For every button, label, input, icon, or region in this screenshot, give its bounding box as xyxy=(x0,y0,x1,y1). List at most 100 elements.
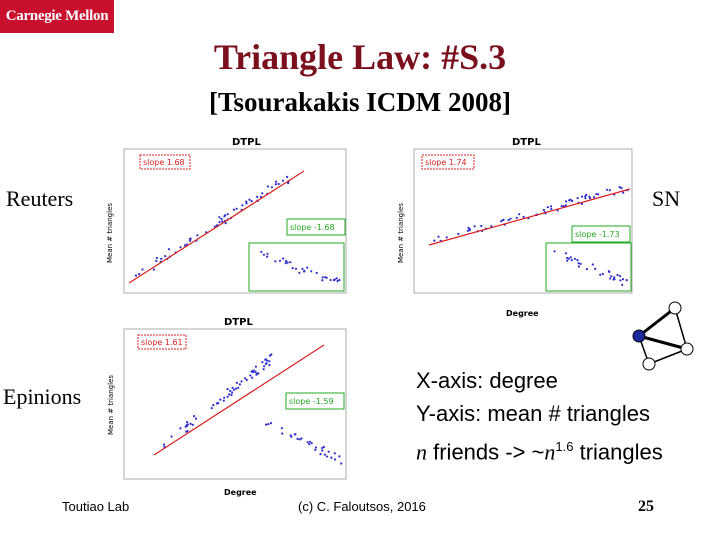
plot-title: DTPL xyxy=(512,137,541,148)
scatter-point xyxy=(294,267,298,270)
scatter-point xyxy=(268,360,271,363)
x-axis-label: Degree xyxy=(224,488,257,497)
scatter-point xyxy=(196,234,199,237)
scatter-point xyxy=(330,456,333,459)
scatter-point xyxy=(315,271,318,275)
scatter-inset xyxy=(553,250,628,286)
scatter-point xyxy=(263,365,266,368)
scatter-point xyxy=(134,274,138,277)
scatter-point xyxy=(570,259,573,262)
scatter-point xyxy=(284,262,287,265)
scatter-point xyxy=(518,213,521,216)
scatter-point xyxy=(226,388,229,391)
scatter-point xyxy=(296,437,299,440)
scatter-point xyxy=(278,259,282,262)
scatter-point xyxy=(333,452,336,455)
scatter-point xyxy=(280,427,283,430)
scatter-point xyxy=(608,189,611,192)
scatter-inset xyxy=(265,422,343,465)
scatter-point xyxy=(310,442,313,445)
scatter-point xyxy=(254,370,257,374)
scatter-point xyxy=(569,256,572,259)
plot-sn: DTPL Mean # triangles slope 1.74 slope -… xyxy=(394,133,639,323)
scatter-point xyxy=(581,195,584,198)
scatter-point xyxy=(336,280,339,283)
scatter-point xyxy=(266,252,269,255)
scatter-point xyxy=(289,261,292,264)
scatter-point xyxy=(573,257,576,260)
scatter-point xyxy=(224,222,227,225)
scatter-point xyxy=(212,404,215,407)
scatter-point xyxy=(274,180,278,183)
scatter-point xyxy=(298,438,301,441)
scatter-point xyxy=(621,283,624,286)
scatter-point xyxy=(285,259,288,263)
scatter-point xyxy=(622,191,625,194)
scatter-point xyxy=(189,422,192,425)
scatter-point xyxy=(308,440,311,443)
note-friends: n friends -> ~n1.6 triangles xyxy=(416,439,663,465)
scatter-point xyxy=(230,393,233,397)
scatter-point xyxy=(502,218,505,221)
scatter-point xyxy=(437,235,440,238)
scatter-point xyxy=(264,362,267,365)
scatter-point xyxy=(240,380,243,383)
scatter-point xyxy=(261,361,264,364)
scatter-point xyxy=(325,276,328,279)
scatter-point xyxy=(576,259,579,262)
scatter-point xyxy=(179,427,182,430)
scatter-point xyxy=(588,195,591,198)
scatter-point xyxy=(333,278,336,281)
scatter-point xyxy=(314,448,317,451)
scatter-point xyxy=(569,198,572,201)
note-x-axis: X-axis: degree xyxy=(416,368,558,393)
scatter-point xyxy=(141,268,144,271)
scatter-point xyxy=(183,244,186,247)
scatter-point xyxy=(584,197,587,200)
scatter-point xyxy=(335,277,338,280)
scatter-point xyxy=(185,424,189,427)
scatter-point xyxy=(245,202,248,205)
scatter-point xyxy=(613,278,616,281)
scatter-point xyxy=(250,370,254,373)
scatter-point xyxy=(564,204,567,207)
scatter-point xyxy=(564,252,568,255)
scatter-point xyxy=(264,358,267,361)
scatter-point xyxy=(584,195,587,198)
scatter-point xyxy=(193,415,196,418)
scatter-point xyxy=(186,421,189,424)
scatter-point xyxy=(522,215,525,218)
scatter-point xyxy=(265,423,268,426)
scatter-point xyxy=(621,278,625,281)
scatter-point xyxy=(579,262,582,265)
scatter-main xyxy=(163,353,273,448)
scatter-point xyxy=(186,429,189,433)
slide-subtitle: [Tsourakakis ICDM 2008] xyxy=(208,87,512,117)
scatter-point xyxy=(248,198,251,201)
scatter-point xyxy=(189,239,192,242)
scatter-point xyxy=(244,377,247,380)
scatter-point xyxy=(232,208,235,211)
y-axis-label: Mean # triangles xyxy=(107,375,115,435)
scatter-point xyxy=(241,204,244,207)
scatter-point xyxy=(287,182,290,185)
scatter-point xyxy=(306,441,309,444)
scatter-point xyxy=(608,270,611,273)
scatter-point xyxy=(245,378,248,381)
scatter-point xyxy=(266,255,269,258)
scatter-point xyxy=(254,365,257,368)
scatter-point xyxy=(232,388,236,391)
scatter-point xyxy=(445,236,448,239)
scatter-point xyxy=(226,213,229,216)
scatter-point xyxy=(269,354,272,357)
slope-inset-label: slope -1.68 xyxy=(290,223,335,232)
fit-line xyxy=(428,188,631,246)
y-axis-label: Mean # triangles xyxy=(106,203,114,263)
scatter-point xyxy=(564,200,568,203)
scatter-point xyxy=(457,232,460,235)
scatter-point xyxy=(262,368,265,371)
scatter-point xyxy=(466,229,469,232)
scatter-point xyxy=(219,398,222,401)
triangle-graph-icon xyxy=(625,298,695,383)
scatter-point xyxy=(566,259,569,262)
